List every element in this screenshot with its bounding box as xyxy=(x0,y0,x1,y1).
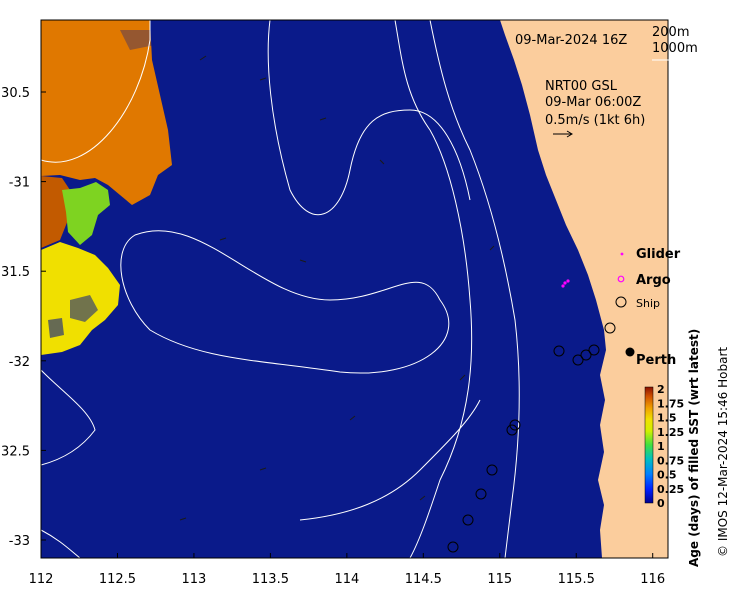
argo-legend-label: Argo xyxy=(636,273,671,288)
land-area xyxy=(500,20,668,558)
lat-tick-label: -33 xyxy=(9,534,30,549)
isobath-label-1000: 1000m xyxy=(652,41,698,56)
current-scale-label: 0.5m/s (1kt 6h) xyxy=(545,113,645,128)
ship-legend-label: Ship xyxy=(636,297,660,310)
colorbar-tick-label: 0.5 xyxy=(657,469,677,482)
longitude-ticks: 112 112.5 113 113.5 114 114.5 115 115.5 116 xyxy=(29,553,665,587)
colorbar-tick-label: 1.25 xyxy=(657,426,684,439)
lat-tick-label: 31.5 xyxy=(1,265,30,280)
perth-marker xyxy=(625,347,635,357)
colorbar-tick-label: 1 xyxy=(657,440,665,453)
colorbar-tick-label: 0.25 xyxy=(657,483,684,496)
glider-legend-label: Glider xyxy=(636,247,681,262)
credit-text: © IMOS 12-Mar-2024 15:46 Hobart xyxy=(716,347,730,557)
lon-tick-label: 114 xyxy=(334,572,359,587)
colorbar-tick-label: 2 xyxy=(657,383,665,396)
scale-arrow xyxy=(553,130,573,138)
lon-tick-label: 113.5 xyxy=(252,572,289,587)
colorbar-tick-label: 1.75 xyxy=(657,397,684,410)
map-legend: Glider Argo Ship xyxy=(615,247,681,310)
current-time-label: 09-Mar 06:00Z xyxy=(545,95,641,110)
lon-tick-label: 114.5 xyxy=(405,572,442,587)
latitude-ticks: 30.5 -31 31.5 -32 32.5 -33 xyxy=(1,86,46,549)
map-date-label: 09-Mar-2024 16Z xyxy=(515,33,627,48)
argo-floats xyxy=(561,279,570,288)
lon-tick-label: 115 xyxy=(487,572,512,587)
colorbar-tick-label: 0.75 xyxy=(657,454,684,467)
colorbar-tick-label: 0 xyxy=(657,497,665,510)
isobath-lines xyxy=(41,20,520,558)
lon-tick-label: 116 xyxy=(640,572,665,587)
colorbar-tick-label: 1.5 xyxy=(657,412,677,425)
lon-tick-label: 112.5 xyxy=(99,572,136,587)
lon-tick-label: 115.5 xyxy=(558,572,595,587)
perth-label: Perth xyxy=(636,353,676,368)
plot-frame xyxy=(40,19,669,559)
glider-legend-symbol xyxy=(620,252,624,256)
colorbar-title: Age (days) of filled SST (wrt latest) xyxy=(687,329,701,567)
lat-tick-label: 32.5 xyxy=(1,444,30,459)
lon-tick-label: 113 xyxy=(182,572,207,587)
lat-tick-label: 30.5 xyxy=(1,86,30,101)
lon-tick-label: 112 xyxy=(29,572,54,587)
current-vectors xyxy=(179,55,495,521)
ship-legend-symbol xyxy=(615,296,627,308)
ship-track xyxy=(447,322,616,553)
lat-tick-label: -32 xyxy=(9,355,30,370)
lat-tick-label: -31 xyxy=(9,176,30,191)
colorbar-gradient xyxy=(644,386,654,504)
isobath-label-200: 200m xyxy=(652,25,689,40)
current-source-label: NRT00 GSL xyxy=(545,79,618,94)
argo-legend-symbol xyxy=(617,275,625,283)
